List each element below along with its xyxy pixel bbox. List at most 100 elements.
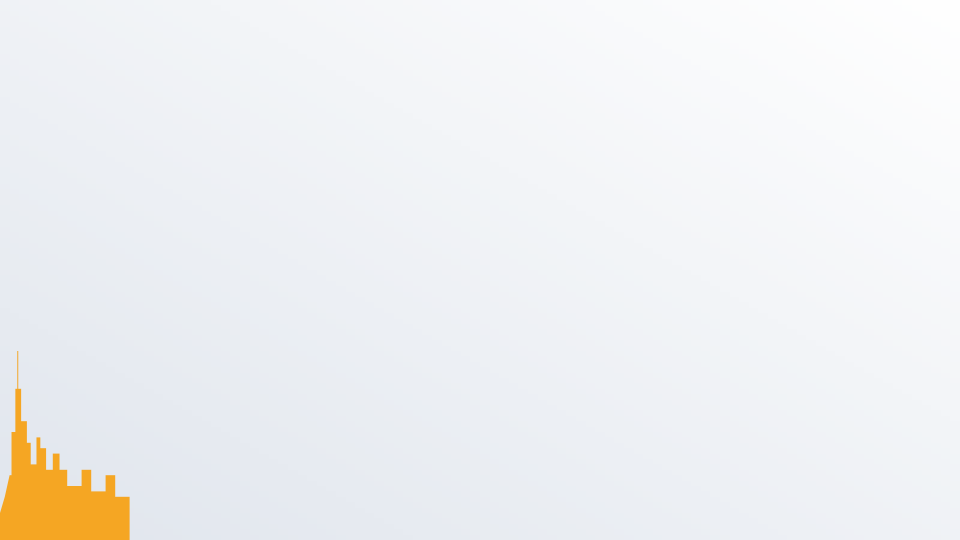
Bar xyxy=(257,402,413,424)
Bar xyxy=(257,337,413,359)
Bar xyxy=(221,315,257,337)
Text: LAMPUNG: LAMPUNG xyxy=(261,343,308,353)
Bar xyxy=(257,251,413,272)
Text: 38%: 38% xyxy=(824,192,847,201)
Bar xyxy=(788,337,860,359)
Bar xyxy=(413,337,491,359)
Circle shape xyxy=(799,278,818,288)
Bar xyxy=(491,424,567,446)
Bar xyxy=(491,186,567,207)
Text: 1.779: 1.779 xyxy=(533,429,564,440)
Text: 15: 15 xyxy=(627,278,640,288)
Bar xyxy=(645,272,726,294)
Bar xyxy=(413,315,491,337)
Text: 93,66%: 93,66% xyxy=(681,300,721,309)
Bar xyxy=(726,141,788,186)
Text: 95,65%: 95,65% xyxy=(681,321,721,332)
Bar xyxy=(221,141,860,446)
Text: 8: 8 xyxy=(246,343,252,353)
Circle shape xyxy=(799,364,818,375)
Bar xyxy=(413,359,491,380)
Text: 7: 7 xyxy=(246,321,252,332)
Text: 12: 12 xyxy=(240,429,252,440)
Bar xyxy=(491,315,567,337)
Text: 9: 9 xyxy=(246,364,252,375)
Bar xyxy=(726,424,788,446)
Bar xyxy=(567,315,645,337)
Bar xyxy=(788,229,860,251)
Circle shape xyxy=(799,213,818,224)
Text: 30: 30 xyxy=(627,300,640,309)
Text: 829: 829 xyxy=(543,256,564,266)
Bar xyxy=(788,294,860,315)
Bar xyxy=(413,402,491,424)
Text: 99: 99 xyxy=(472,364,486,375)
Bar xyxy=(257,229,413,251)
Bar xyxy=(726,251,788,272)
Bar xyxy=(491,272,567,294)
Text: 92%: 92% xyxy=(824,256,847,266)
Text: 55: 55 xyxy=(627,192,640,201)
Text: 4: 4 xyxy=(246,256,252,266)
Text: 7: 7 xyxy=(778,213,784,223)
Bar xyxy=(221,294,257,315)
Text: % Migrasi
Data ke
SISDMK: % Migrasi Data ke SISDMK xyxy=(426,149,478,179)
Text: 81: 81 xyxy=(472,429,486,440)
Bar xyxy=(221,359,257,380)
Text: 96,07%: 96,07% xyxy=(682,429,721,440)
Text: %
Keterisian: % Keterisian xyxy=(658,154,712,173)
Text: 11: 11 xyxy=(771,429,784,440)
Text: 70: 70 xyxy=(627,429,640,440)
Text: 62%: 62% xyxy=(824,386,847,396)
Text: 3: 3 xyxy=(246,235,252,245)
Circle shape xyxy=(799,256,818,267)
Bar xyxy=(491,251,567,272)
Text: 81: 81 xyxy=(627,343,640,353)
Circle shape xyxy=(799,386,818,396)
Text: 90,91%: 90,91% xyxy=(682,386,721,396)
Text: 453: 453 xyxy=(543,343,564,353)
Bar xyxy=(221,424,257,446)
Text: 81: 81 xyxy=(472,213,486,223)
Text: 54%: 54% xyxy=(824,300,847,309)
Bar xyxy=(567,424,645,446)
Bar xyxy=(257,359,413,380)
Text: 490: 490 xyxy=(543,235,564,245)
Text: 7: 7 xyxy=(778,300,784,309)
Bar xyxy=(726,359,788,380)
Text: RIAU: RIAU xyxy=(261,257,284,266)
Circle shape xyxy=(799,234,818,245)
Bar xyxy=(726,315,788,337)
Bar xyxy=(491,337,567,359)
Bar xyxy=(491,229,567,251)
Bar xyxy=(413,229,491,251)
Text: 96: 96 xyxy=(472,278,486,288)
Text: Fasyankes
Masih
kosong: Fasyankes Masih kosong xyxy=(578,149,634,179)
Bar xyxy=(257,315,413,337)
Bar xyxy=(413,251,491,272)
Bar xyxy=(257,207,413,229)
Bar xyxy=(413,294,491,315)
Text: 10: 10 xyxy=(771,364,784,375)
Bar xyxy=(726,272,788,294)
Bar xyxy=(413,380,491,402)
Bar xyxy=(413,207,491,229)
Bar xyxy=(491,359,567,380)
Circle shape xyxy=(799,300,818,310)
Bar xyxy=(788,186,860,207)
Bar xyxy=(788,251,860,272)
Text: 11: 11 xyxy=(240,408,252,418)
Bar xyxy=(257,272,413,294)
Text: PROGRESS MIGRASI DATA SDMK KE SISDMK: PROGRESS MIGRASI DATA SDMK KE SISDMK xyxy=(221,77,768,97)
Text: 276: 276 xyxy=(543,321,564,332)
Text: JAMBI: JAMBI xyxy=(261,279,287,288)
Bar xyxy=(567,251,645,272)
Bar xyxy=(645,141,726,186)
Bar xyxy=(645,315,726,337)
Text: BERBASIS WEB: BERBASIS WEB xyxy=(221,123,408,143)
Bar xyxy=(413,272,491,294)
Bar xyxy=(567,141,645,186)
Bar xyxy=(788,380,860,402)
Bar xyxy=(221,251,257,272)
Text: 86: 86 xyxy=(472,256,486,266)
